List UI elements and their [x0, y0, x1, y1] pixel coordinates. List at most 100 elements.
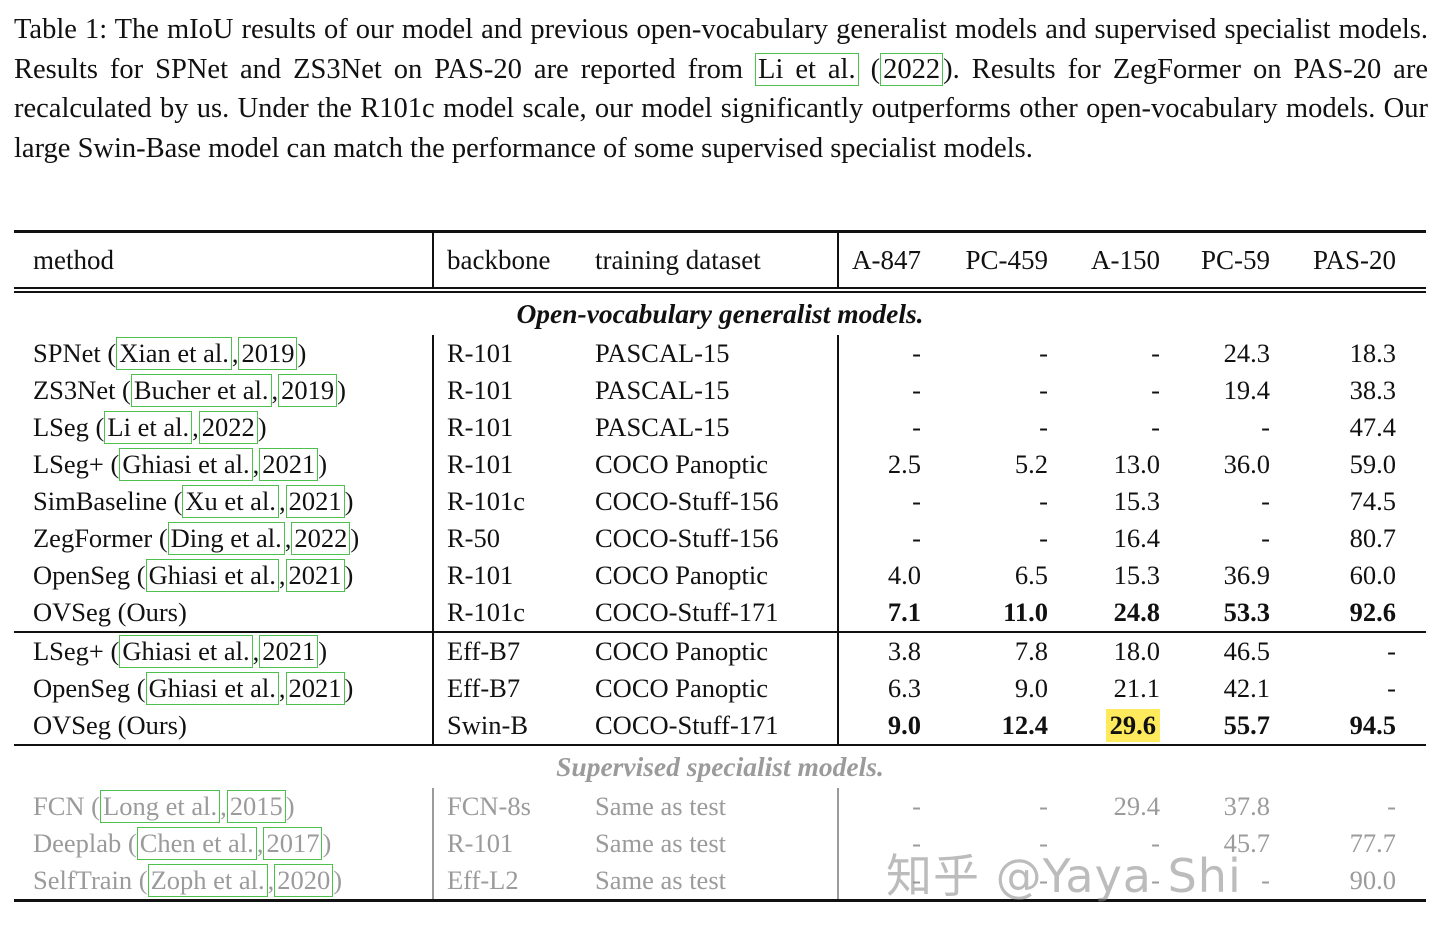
- citation-link[interactable]: 2017: [263, 827, 323, 860]
- text-run: ): [344, 673, 354, 703]
- text-run: ): [318, 636, 328, 666]
- value-text: -: [1151, 865, 1160, 895]
- dataset-cell: COCO Panoptic: [595, 560, 768, 590]
- value-text: 94.5: [1349, 710, 1396, 740]
- value-text: -: [1151, 412, 1160, 442]
- citation-link[interactable]: 2022: [198, 411, 258, 444]
- citation-link[interactable]: 2021: [285, 485, 345, 518]
- text-run: ,: [278, 673, 286, 703]
- value-text: 45.7: [1223, 828, 1270, 858]
- value-text: -: [1039, 791, 1048, 821]
- citation-link[interactable]: Bucher et al.: [130, 374, 272, 407]
- citation-link[interactable]: 2022: [291, 522, 351, 555]
- citation-link[interactable]: Li et al.: [104, 411, 193, 444]
- dataset-cell: Same as test: [595, 791, 726, 821]
- text-run: ): [318, 449, 328, 479]
- value-cell: 12.4: [925, 707, 1052, 744]
- value-cell: 46.5: [1164, 633, 1274, 670]
- header-row: method backbone training dataset A-847 PC-45…: [14, 233, 1426, 287]
- value-text: -: [912, 375, 921, 405]
- dataset-cell: COCO-Stuff-156: [595, 486, 779, 516]
- value-cell: 90.0: [1274, 862, 1426, 899]
- value-text: -: [912, 486, 921, 516]
- value-text: -: [1151, 338, 1160, 368]
- text-run: OpenSeg (: [33, 560, 146, 590]
- text-run: ): [322, 828, 332, 858]
- citation-link[interactable]: Ding et al.: [167, 522, 285, 555]
- value-cell: 36.9: [1164, 557, 1274, 594]
- column-header: method: [33, 244, 114, 275]
- text-run: ): [344, 560, 354, 590]
- table-row: LSeg (Li et al., 2022) R-101 PASCAL-15- - - -…: [14, 409, 1426, 446]
- backbone-cell: R-101: [432, 557, 582, 594]
- method-cell: SPNet (Xian et al., 2019): [14, 335, 432, 372]
- text-run: ,: [278, 486, 286, 516]
- value-text: 59.0: [1349, 449, 1396, 479]
- value-cell: -: [1164, 409, 1274, 446]
- value-cell: 92.6: [1274, 594, 1426, 631]
- value-cell: -: [1164, 520, 1274, 557]
- value-cell: -: [925, 520, 1052, 557]
- citation-link[interactable]: Ghiasi et al.: [145, 559, 279, 592]
- column-header: A-847: [837, 233, 925, 287]
- citation-link[interactable]: 2021: [259, 448, 319, 481]
- citation-link[interactable]: 2021: [285, 672, 345, 705]
- citation-link[interactable]: Ghiasi et al.: [145, 672, 279, 705]
- value-text: 29.4: [1113, 791, 1160, 821]
- citation-link[interactable]: Li et al.: [755, 52, 859, 86]
- dataset-cell: COCO-Stuff-171: [595, 710, 779, 740]
- table-body: Open-vocabulary generalist models. SPNet …: [14, 293, 1426, 899]
- value-text: 42.1: [1223, 673, 1270, 703]
- value-cell: 6.5: [925, 557, 1052, 594]
- value-text: -: [1151, 828, 1160, 858]
- citation-link[interactable]: Zoph et al.: [147, 864, 268, 897]
- citation-link[interactable]: 2019: [278, 374, 338, 407]
- backbone-cell: R-101: [432, 825, 582, 862]
- value-text: -: [1261, 412, 1270, 442]
- backbone-cell: Eff-B7: [432, 670, 582, 707]
- citation-link[interactable]: 2020: [274, 864, 334, 897]
- value-cell: 80.7: [1274, 520, 1426, 557]
- text-run: ,: [271, 375, 279, 405]
- value-text: 7.1: [887, 597, 921, 627]
- text-run: ,: [252, 449, 260, 479]
- value-text: -: [1387, 636, 1396, 666]
- value-text: -: [1039, 375, 1048, 405]
- citation-link[interactable]: Ghiasi et al.: [119, 448, 253, 481]
- value-cell: 3.8: [837, 633, 925, 670]
- citation-link[interactable]: 2022: [880, 52, 944, 86]
- dataset-cell: COCO Panoptic: [595, 673, 768, 703]
- value-cell: -: [1274, 788, 1426, 825]
- value-text: -: [912, 865, 921, 895]
- value-text: 3.8: [887, 636, 921, 666]
- citation-link[interactable]: 2015: [226, 790, 286, 823]
- value-cell: 4.0: [837, 557, 925, 594]
- value-cell: -: [925, 409, 1052, 446]
- citation-link[interactable]: 2019: [238, 337, 298, 370]
- value-cell: -: [1274, 633, 1426, 670]
- citation-link[interactable]: Xu et al.: [182, 485, 279, 518]
- dataset-cell: COCO-Stuff-156: [595, 523, 779, 553]
- table-row: SelfTrain (Zoph et al., 2020) Eff-L2 Same …: [14, 862, 1426, 899]
- value-text: 21.1: [1113, 673, 1160, 703]
- text-run: (: [858, 53, 881, 85]
- table-row: SPNet (Xian et al., 2019) R-101 PASCAL-15-…: [14, 335, 1426, 372]
- method-cell: OVSeg (Ours): [14, 707, 432, 744]
- text-run: ,: [252, 636, 260, 666]
- column-header: A-150: [1091, 244, 1160, 275]
- value-cell: -: [1052, 862, 1164, 899]
- value-text: 37.8: [1223, 791, 1270, 821]
- backbone-cell: R-101c: [432, 594, 582, 631]
- citation-link[interactable]: Chen et al.: [136, 827, 257, 860]
- citation-link[interactable]: Long et al.: [100, 790, 221, 823]
- value-cell: 38.3: [1274, 372, 1426, 409]
- citation-link[interactable]: Ghiasi et al.: [119, 635, 253, 668]
- citation-link[interactable]: 2021: [259, 635, 319, 668]
- text-run: ,: [220, 791, 227, 821]
- text-run: SelfTrain (: [33, 865, 148, 895]
- method-cell: OpenSeg (Ghiasi et al., 2021): [14, 557, 432, 594]
- citation-link[interactable]: Xian et al.: [116, 337, 232, 370]
- value-cell: 37.8: [1164, 788, 1274, 825]
- citation-link[interactable]: 2021: [285, 559, 345, 592]
- backbone-cell: Eff-L2: [432, 862, 582, 899]
